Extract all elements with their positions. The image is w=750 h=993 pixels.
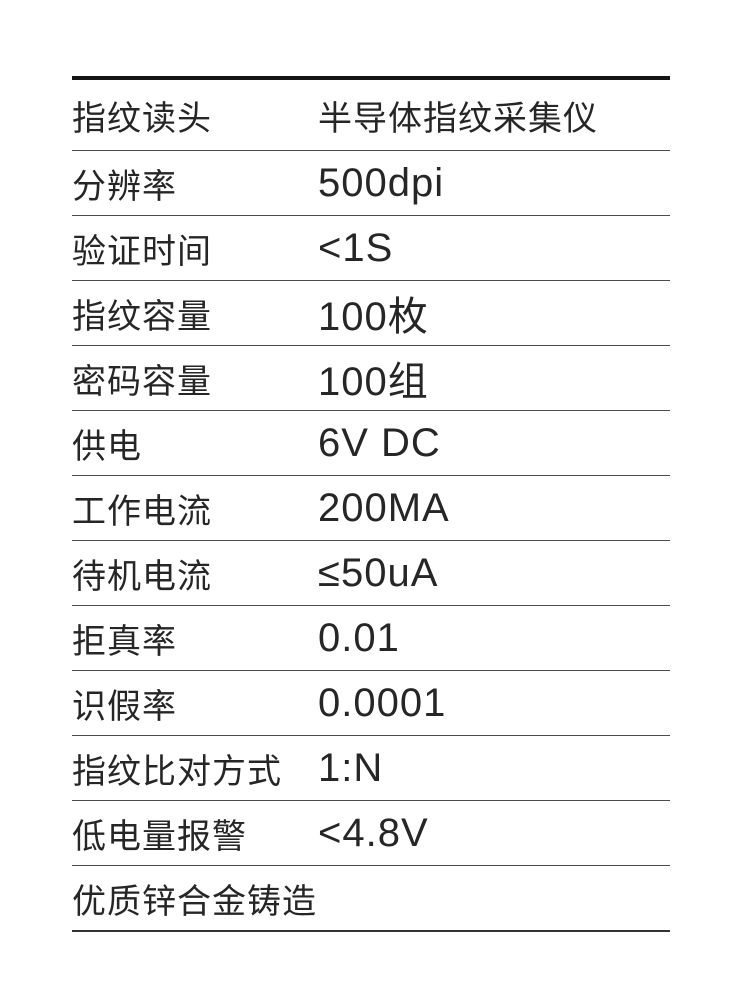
- spec-row-label: 拒真率: [72, 622, 177, 661]
- spec-row: 验证时间 <1S: [72, 216, 670, 281]
- spec-row-value: 6V DC: [318, 420, 441, 465]
- spec-row: 指纹读头 半导体指纹采集仪: [72, 80, 670, 151]
- spec-row-label: 低电量报警: [72, 817, 247, 856]
- spec-row-value: 0.01: [318, 615, 400, 660]
- spec-row-value: ≤50uA: [318, 550, 439, 595]
- spec-row-value: 半导体指纹采集仪: [318, 99, 598, 138]
- spec-table: 指纹读头 半导体指纹采集仪 分辨率 500dpi 验证时间 <1S 指纹容量 1…: [72, 76, 670, 932]
- spec-row: 指纹容量 100枚: [72, 281, 670, 346]
- spec-row-label: 待机电流: [72, 557, 212, 596]
- spec-row: 供电 6V DC: [72, 411, 670, 476]
- spec-row-value: 500dpi: [318, 160, 445, 205]
- spec-row-value: <4.8V: [318, 810, 429, 855]
- spec-row-label: 指纹比对方式: [72, 752, 282, 791]
- spec-row-value: 100组: [318, 360, 429, 404]
- spec-row: 密码容量 100组: [72, 346, 670, 411]
- spec-row-label: 指纹读头: [72, 99, 212, 138]
- spec-row-value: <1S: [318, 225, 394, 270]
- spec-row-label: 工作电流: [72, 492, 212, 531]
- spec-row-label: 分辨率: [72, 167, 177, 206]
- spec-row: 识假率 0.0001: [72, 671, 670, 736]
- spec-row-value: 0.0001: [318, 680, 447, 725]
- spec-row: 分辨率 500dpi: [72, 151, 670, 216]
- spec-row-value: 1:N: [318, 745, 384, 790]
- spec-row: 指纹比对方式 1:N: [72, 736, 670, 801]
- spec-row-label: 供电: [72, 427, 142, 466]
- spec-row-label: 识假率: [72, 687, 177, 726]
- spec-row: 待机电流 ≤50uA: [72, 541, 670, 606]
- spec-row-label: 验证时间: [72, 232, 212, 271]
- spec-row-value: 100枚: [318, 295, 429, 339]
- spec-row-label: 密码容量: [72, 362, 212, 401]
- spec-row: 工作电流 200MA: [72, 476, 670, 541]
- spec-row-label: 指纹容量: [72, 297, 212, 336]
- footer-note-row: 优质锌合金铸造: [72, 866, 670, 932]
- footer-note: 优质锌合金铸造: [72, 882, 317, 921]
- spec-row: 低电量报警 <4.8V: [72, 801, 670, 866]
- spec-row-value: 200MA: [318, 485, 450, 530]
- spec-row: 拒真率 0.01: [72, 606, 670, 671]
